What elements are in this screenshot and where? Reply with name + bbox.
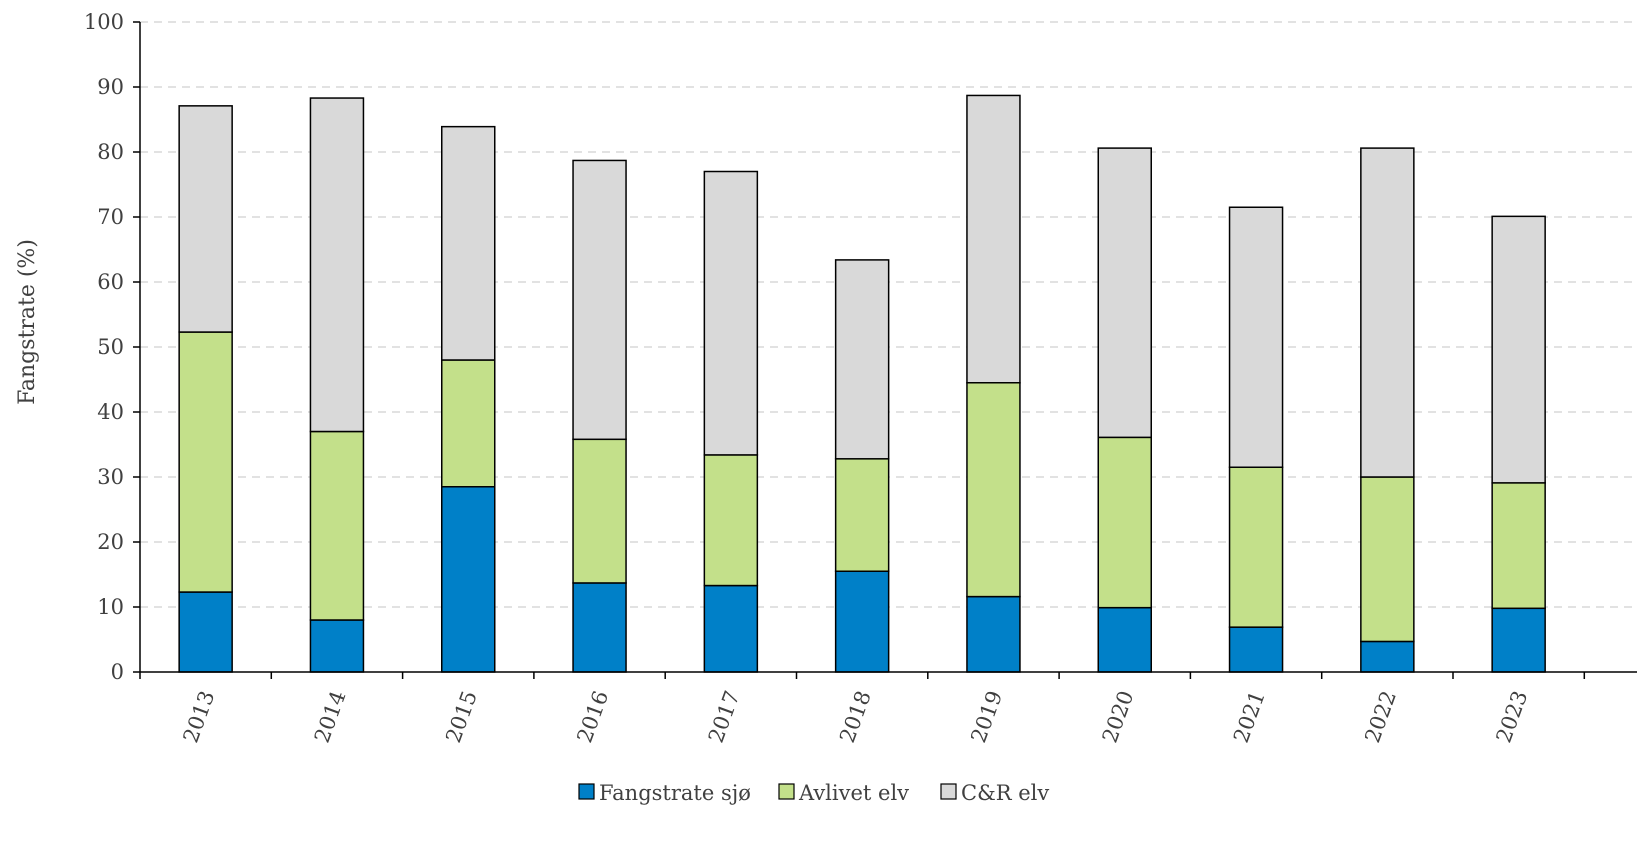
x-tick-label: 2020 — [1098, 688, 1139, 746]
bar-segment-sjo-2016 — [572, 582, 627, 673]
bar-segment-avlivet-2015 — [441, 359, 496, 488]
y-tick-label: 50 — [97, 335, 124, 359]
bars — [178, 94, 1546, 673]
bar-segment-sjo-2018 — [834, 570, 890, 673]
bar-segment-cr-2023 — [1491, 215, 1546, 484]
axes — [133, 21, 1637, 679]
y-tick-label: 60 — [97, 270, 124, 294]
bar-segment-sjo-2023 — [1491, 607, 1546, 673]
y-tick-label: 30 — [97, 465, 124, 489]
bar-segment-sjo-2021 — [1228, 626, 1284, 673]
y-tick-label: 20 — [97, 530, 124, 554]
bar-segment-cr-2015 — [441, 125, 496, 361]
bar-segment-sjo-2019 — [966, 595, 1021, 673]
bar-segment-cr-2014 — [309, 97, 365, 433]
bar-segment-cr-2021 — [1228, 206, 1284, 468]
bar-segment-avlivet-2017 — [703, 454, 759, 587]
x-tick-labels: 2013 2014 2015 2016 2017 2018 2019 2020 2021 2022… — [179, 688, 1533, 746]
bar-segment-cr-2020 — [1097, 147, 1152, 439]
x-tick-label: 2018 — [835, 688, 876, 746]
y-axis-title: Fangstrate (%) — [15, 239, 40, 405]
x-tick-label: 2017 — [704, 688, 745, 746]
legend-swatch — [578, 783, 595, 800]
y-tick-label: 70 — [97, 205, 124, 229]
legend: Fangstrate sjø Avlivet elv C&R elv — [578, 781, 1049, 805]
bar-segment-cr-2013 — [178, 105, 233, 333]
x-tick-label: 2022 — [1360, 688, 1401, 746]
x-tick-label: 2015 — [441, 688, 482, 746]
x-tick-label: 2019 — [966, 688, 1007, 746]
x-tick-label: 2021 — [1229, 688, 1270, 746]
x-tick-label: 2016 — [572, 688, 613, 746]
bar-segment-avlivet-2020 — [1097, 436, 1152, 609]
legend-swatch — [778, 783, 795, 800]
bar-segment-avlivet-2022 — [1360, 476, 1415, 643]
bar-segment-cr-2022 — [1360, 147, 1415, 478]
y-tick-labels: 0 10 20 30 40 50 60 70 80 90 100 — [84, 10, 124, 684]
bar-segment-sjo-2015 — [441, 486, 496, 673]
bar-segment-avlivet-2014 — [309, 430, 365, 621]
y-tick-label: 10 — [97, 595, 124, 619]
legend-label: Fangstrate sjø — [599, 781, 751, 805]
y-tick-label: 100 — [84, 10, 124, 34]
bar-segment-cr-2019 — [966, 94, 1021, 384]
x-tick-label: 2014 — [310, 688, 351, 746]
legend-label: C&R elv — [961, 781, 1049, 805]
bar-segment-sjo-2022 — [1360, 640, 1415, 673]
bar-segment-sjo-2014 — [309, 619, 365, 673]
bar-segment-sjo-2013 — [178, 591, 233, 673]
x-tick-label: 2023 — [1492, 688, 1533, 746]
bar-segment-cr-2017 — [703, 170, 759, 456]
bar-segment-avlivet-2021 — [1228, 466, 1284, 628]
y-tick-label: 90 — [97, 75, 124, 99]
bar-segment-sjo-2020 — [1097, 606, 1152, 673]
bar-segment-avlivet-2016 — [572, 438, 627, 584]
y-tick-label: 40 — [97, 400, 124, 424]
x-tick-label: 2013 — [179, 688, 220, 746]
legend-label: Avlivet elv — [798, 781, 909, 805]
bar-segment-cr-2018 — [834, 259, 890, 460]
bar-segment-sjo-2017 — [703, 584, 759, 673]
y-tick-label: 0 — [111, 660, 124, 684]
y-tick-label: 80 — [97, 140, 124, 164]
bar-segment-avlivet-2023 — [1491, 482, 1546, 610]
bar-segment-avlivet-2018 — [834, 458, 890, 572]
bar-segment-cr-2016 — [572, 159, 627, 441]
bar-segment-avlivet-2019 — [966, 382, 1021, 598]
bar-segment-avlivet-2013 — [178, 331, 233, 593]
legend-swatch — [940, 783, 957, 800]
